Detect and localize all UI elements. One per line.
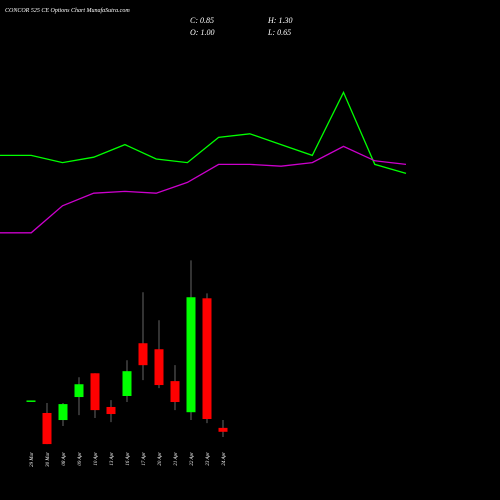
x-tick-label: 24 Apr bbox=[222, 452, 227, 466]
x-tick-label: 10 Apr bbox=[94, 452, 99, 466]
ohlc-label: C: 0.85 bbox=[190, 16, 214, 25]
ohlc-label: L: 0.65 bbox=[267, 28, 291, 37]
x-tick-label: 17 Apr bbox=[142, 452, 147, 466]
candle-body bbox=[26, 400, 36, 402]
x-tick-label: 29 Mar bbox=[30, 452, 35, 467]
x-tick-label: 22 Apr bbox=[190, 452, 195, 466]
x-tick-label: 13 Apr bbox=[110, 452, 115, 466]
candle-body bbox=[90, 373, 100, 411]
x-tick-label: 20 Apr bbox=[158, 452, 163, 466]
candle-body bbox=[186, 297, 196, 413]
candle-body bbox=[154, 349, 164, 386]
candle-body bbox=[106, 406, 116, 415]
candle-body bbox=[58, 404, 68, 421]
candle-body bbox=[138, 343, 148, 366]
x-tick-label: 21 Apr bbox=[174, 452, 179, 466]
ohlc-label: O: 1.00 bbox=[190, 28, 214, 37]
candle-body bbox=[202, 298, 212, 419]
candle-body bbox=[42, 412, 52, 445]
x-tick-label: 09 Apr bbox=[78, 452, 83, 466]
candle-body bbox=[170, 381, 180, 403]
candle-body bbox=[74, 384, 84, 398]
line-series bbox=[0, 145, 407, 234]
line-series bbox=[0, 90, 407, 175]
chart-title: CONCOR 525 CE Options Chart MunafaSutra.… bbox=[5, 7, 130, 14]
x-tick-label: 16 Apr bbox=[126, 452, 131, 466]
x-tick-label: 08 Apr bbox=[62, 452, 67, 466]
candle-body bbox=[218, 427, 228, 432]
candle-body bbox=[122, 371, 132, 397]
x-tick-label: 23 Apr bbox=[206, 452, 211, 466]
ohlc-label: H: 1.30 bbox=[267, 16, 292, 25]
x-tick-label: 30 Mar bbox=[46, 452, 51, 467]
